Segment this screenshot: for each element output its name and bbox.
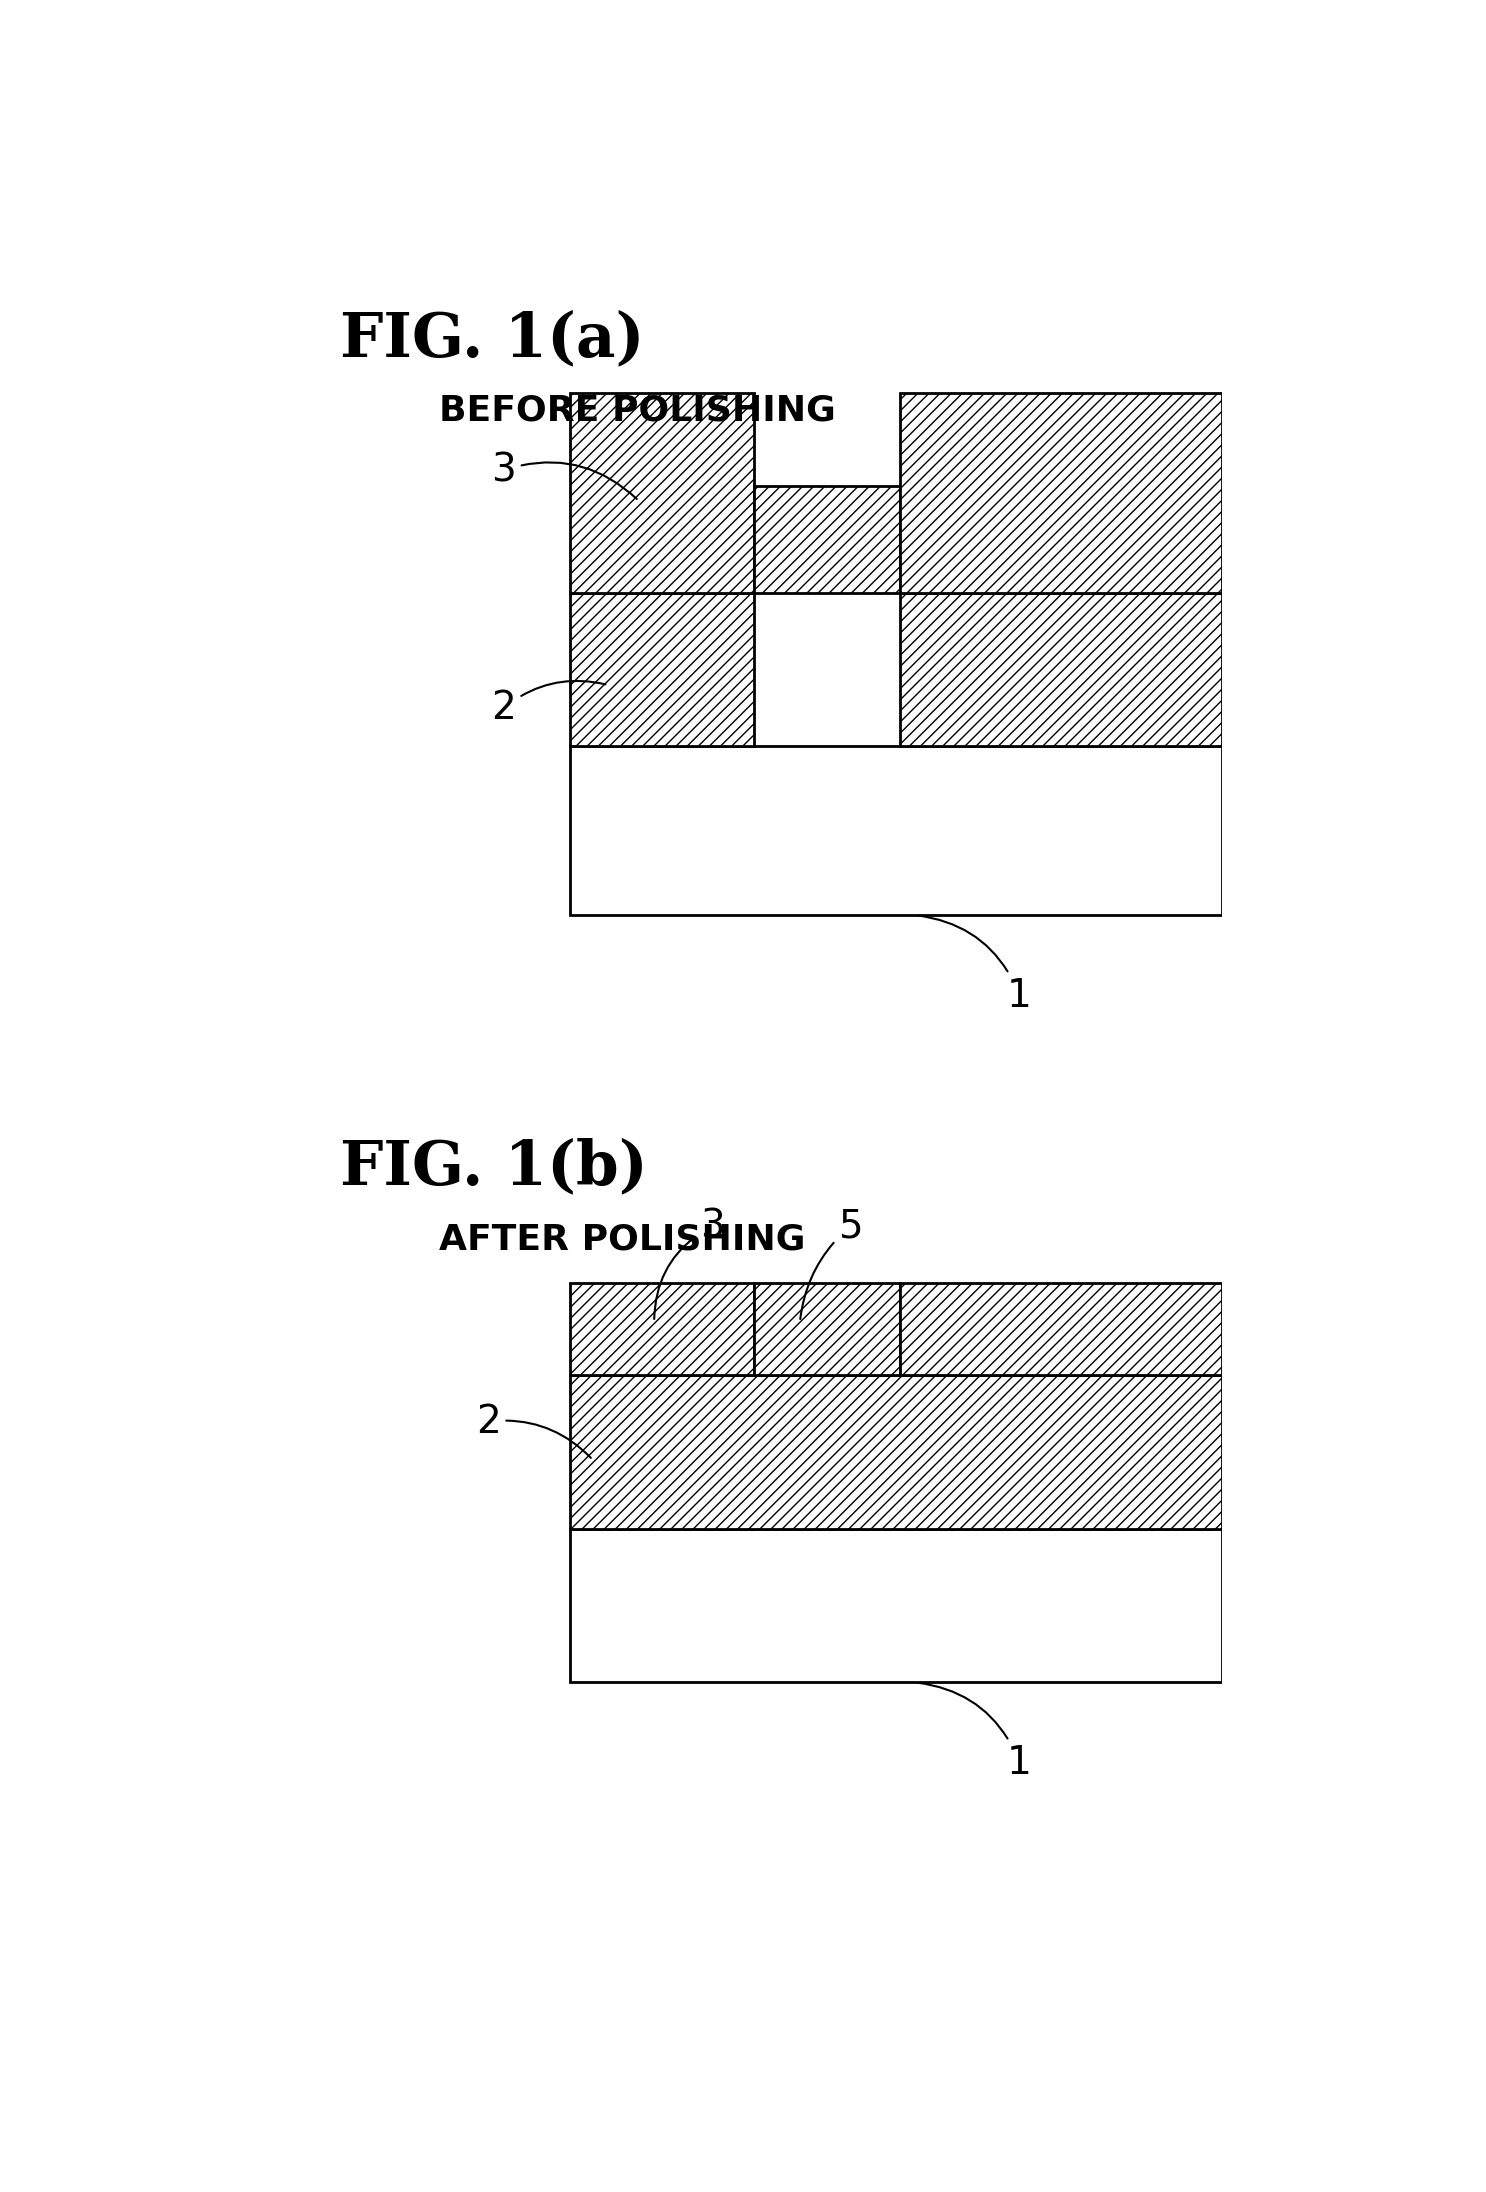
Text: 1: 1 bbox=[918, 916, 1031, 1015]
Text: 3: 3 bbox=[492, 452, 637, 500]
Bar bbox=[569, 1282, 753, 1377]
Bar bbox=[569, 745, 1221, 916]
Text: 3: 3 bbox=[654, 1208, 725, 1320]
Bar bbox=[899, 392, 1221, 592]
Bar bbox=[569, 1530, 1221, 1683]
Text: 2: 2 bbox=[492, 682, 605, 728]
Bar bbox=[569, 1377, 1221, 1530]
Bar bbox=[753, 487, 899, 592]
Text: FIG. 1(a): FIG. 1(a) bbox=[340, 309, 643, 368]
Bar bbox=[753, 1282, 899, 1377]
Text: AFTER POLISHING: AFTER POLISHING bbox=[440, 1221, 805, 1256]
Bar bbox=[569, 592, 753, 745]
Text: 1: 1 bbox=[918, 1683, 1031, 1782]
Text: 2: 2 bbox=[476, 1403, 591, 1458]
Bar bbox=[899, 592, 1221, 745]
Bar bbox=[899, 1282, 1221, 1377]
Text: BEFORE POLISHING: BEFORE POLISHING bbox=[440, 392, 837, 427]
Bar bbox=[569, 392, 753, 592]
Text: FIG. 1(b): FIG. 1(b) bbox=[340, 1138, 648, 1197]
Text: 5: 5 bbox=[801, 1208, 863, 1320]
